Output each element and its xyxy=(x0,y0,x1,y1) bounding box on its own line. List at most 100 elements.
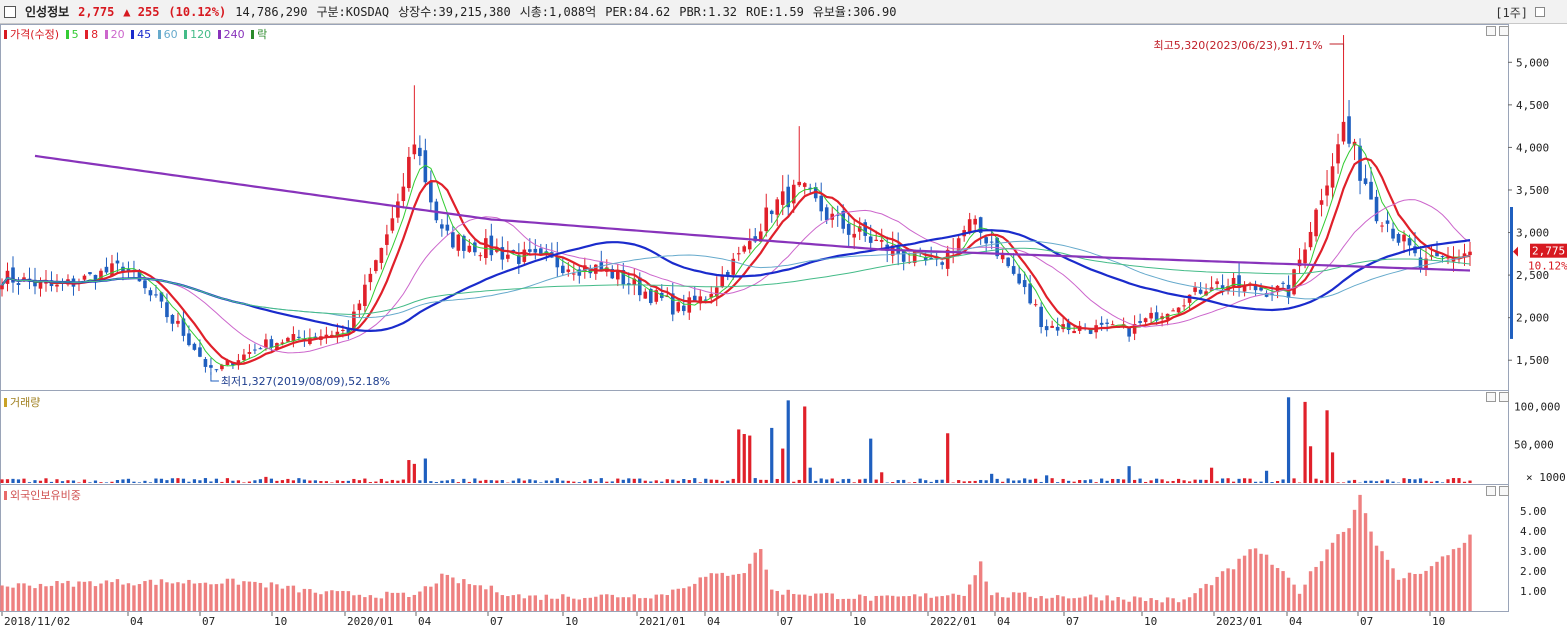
price-candle xyxy=(626,283,631,285)
volume-bar xyxy=(660,481,664,483)
foreign-bar xyxy=(566,596,571,611)
price-candle xyxy=(1402,234,1406,242)
volume-bar xyxy=(236,480,241,483)
volume-bar xyxy=(649,481,653,483)
volume-bar xyxy=(654,480,658,483)
volume-bar xyxy=(1435,480,1439,483)
price-candle xyxy=(1347,116,1351,144)
price-candle xyxy=(984,237,988,244)
volume-bar xyxy=(445,480,449,483)
foreign-bar xyxy=(473,585,477,611)
volume-bar xyxy=(286,478,290,483)
volume-pane-close-button[interactable] xyxy=(1499,392,1509,402)
price-candle xyxy=(808,187,813,189)
volume-bar xyxy=(1259,481,1263,483)
foreign-bar xyxy=(1121,599,1126,611)
volume-bar xyxy=(352,478,356,483)
foreign-bar xyxy=(759,549,763,611)
foreign-bar xyxy=(225,578,230,611)
price-pane-max-button[interactable] xyxy=(1486,26,1496,36)
volume-bar xyxy=(1083,480,1087,483)
volume-bar xyxy=(924,480,928,483)
foreign-bar xyxy=(1418,573,1423,611)
foreign-bar xyxy=(1275,568,1280,611)
volume-axis-unit: × 1000 xyxy=(1526,471,1566,484)
price-candle xyxy=(868,236,873,243)
foreign-bar xyxy=(1264,554,1269,611)
foreign-bar xyxy=(341,590,345,611)
price-candle xyxy=(566,269,571,272)
foreign-bar xyxy=(836,599,840,611)
foreign-bar xyxy=(814,593,818,611)
price-candle xyxy=(539,248,543,254)
price-candle xyxy=(269,339,274,348)
foreign-bar xyxy=(775,591,779,611)
volume-bar xyxy=(495,480,499,483)
volume-bar xyxy=(896,480,900,483)
foreign-bar xyxy=(1011,592,1016,611)
period-selector[interactable]: [1주] xyxy=(1495,6,1528,20)
ma120-legend: 120 xyxy=(190,28,212,41)
foreign-bar xyxy=(665,595,669,611)
foreign-bar xyxy=(709,573,713,611)
foreign-bar xyxy=(737,573,741,611)
foreign-bar xyxy=(533,595,538,611)
select-checkbox[interactable] xyxy=(4,5,16,18)
price-candle xyxy=(385,234,389,245)
price-candle xyxy=(1061,324,1065,330)
high-annotation-arrow xyxy=(1329,43,1345,50)
foreign-pane-close-button[interactable] xyxy=(1499,486,1509,496)
price-candle xyxy=(681,305,686,312)
foreign-bar xyxy=(715,573,719,611)
price-candle xyxy=(0,285,4,290)
foreign-bar xyxy=(247,581,252,611)
foreign-bar xyxy=(1204,583,1208,611)
volume-pane-max-button[interactable] xyxy=(1486,392,1496,402)
foreign-bar xyxy=(550,598,554,611)
volume-bar xyxy=(880,472,884,483)
volume-bar xyxy=(819,478,823,483)
volume-bar xyxy=(484,479,488,483)
volume-bar xyxy=(522,480,526,483)
foreign-bar xyxy=(797,594,801,611)
foreign-bar xyxy=(1308,571,1313,611)
window-close-button[interactable] xyxy=(1535,7,1545,17)
volume-bar xyxy=(599,478,603,483)
volume-bar xyxy=(22,478,26,483)
foreign-bar xyxy=(374,597,378,611)
volume-bar xyxy=(533,480,537,483)
volume-bar xyxy=(308,480,312,483)
foreign-bar xyxy=(181,583,186,611)
volume-bar xyxy=(143,480,147,483)
price-candle xyxy=(1055,326,1060,331)
foreign-bar xyxy=(429,586,433,611)
price-candle xyxy=(1099,322,1104,325)
price-candle xyxy=(82,275,87,280)
price-candle xyxy=(253,349,257,351)
price-candle xyxy=(154,294,158,296)
volume-bar xyxy=(1028,479,1032,483)
foreign-pane-max-button[interactable] xyxy=(1486,486,1496,496)
price-candle xyxy=(445,224,450,231)
foreign-bar xyxy=(1220,571,1225,611)
foreign-bar xyxy=(407,597,411,611)
foreign-pane-buttons xyxy=(1483,485,1509,499)
volume-bar xyxy=(588,479,592,483)
foreign-bar xyxy=(379,598,384,611)
foreign-bar xyxy=(1259,553,1263,611)
foreign-bar xyxy=(1424,570,1428,611)
foreign-bar xyxy=(1110,600,1115,611)
price-candle xyxy=(1149,312,1153,319)
foreign-bar xyxy=(1044,598,1049,611)
volume-bar xyxy=(825,479,829,483)
price-candle xyxy=(1303,249,1307,264)
volume-bar xyxy=(1237,478,1241,483)
volume-bar xyxy=(1413,479,1417,483)
foreign-bar xyxy=(956,594,961,611)
foreign-bar xyxy=(1440,556,1445,611)
foreign-bar xyxy=(781,594,785,611)
price-pane-close-button[interactable] xyxy=(1499,26,1509,36)
price-candle xyxy=(407,156,411,189)
volume-bar xyxy=(357,480,361,483)
volume-bar xyxy=(929,481,933,483)
